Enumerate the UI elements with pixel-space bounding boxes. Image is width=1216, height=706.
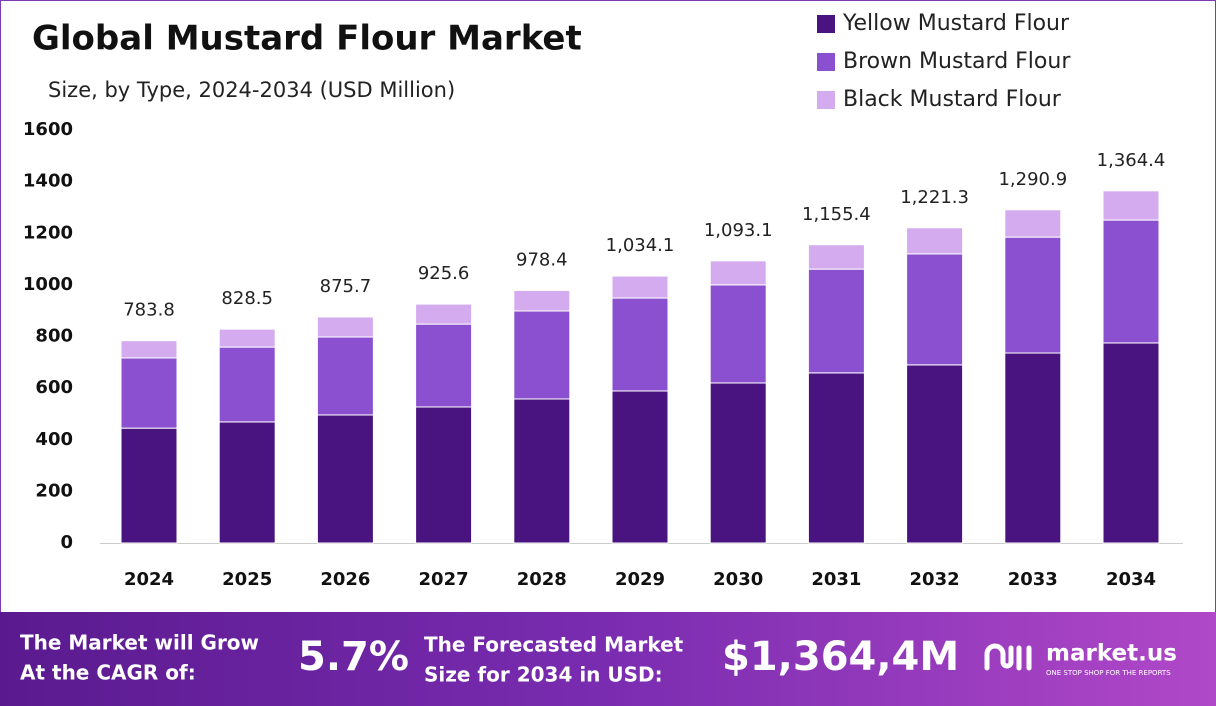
bar-segment: [120, 357, 178, 429]
x-tick-label: 2024: [124, 569, 174, 590]
bar-segment: [415, 303, 473, 325]
bar-segment: [120, 340, 178, 359]
banner-value: $1,364,4M: [722, 634, 959, 680]
brand-name: market.us: [1046, 641, 1177, 667]
bar-segment: [906, 364, 964, 544]
bar-segment: [218, 328, 276, 348]
bar-segment: [1102, 342, 1160, 544]
total-label: 1,155.4: [802, 204, 871, 225]
total-label: 875.7: [320, 276, 372, 297]
bar-segment: [415, 406, 473, 544]
banner-text: The Forecasted Market: [424, 633, 684, 657]
bar-segment: [513, 398, 571, 544]
bar-segment: [1102, 219, 1160, 344]
bar-segment: [807, 268, 865, 374]
legend-label: Black Mustard Flour: [843, 87, 1062, 112]
banner: [0, 612, 1216, 706]
x-tick-label: 2029: [615, 569, 665, 590]
bar-segment: [316, 316, 374, 338]
banner-text: Size for 2034 in USD:: [424, 663, 663, 687]
bar-segment: [513, 310, 571, 400]
bar-segment: [415, 323, 473, 408]
bar-segment: [513, 289, 571, 312]
total-label: 1,221.3: [900, 187, 969, 208]
total-label: 1,093.1: [704, 220, 773, 241]
bar-segment: [709, 284, 767, 384]
total-label: 1,290.9: [998, 169, 1067, 190]
bar-segment: [1004, 352, 1062, 544]
y-tick-label: 200: [35, 480, 73, 501]
bar-segment: [709, 382, 767, 544]
x-tick-label: 2031: [811, 569, 861, 590]
y-tick-label: 1200: [23, 222, 73, 243]
chart-title: Global Mustard Flour Market: [32, 19, 582, 59]
total-label: 1,364.4: [1097, 150, 1166, 171]
bar-segment: [611, 297, 669, 392]
y-tick-label: 600: [35, 377, 73, 398]
y-tick-label: 1000: [23, 274, 73, 295]
bar-segment: [316, 414, 374, 544]
x-tick-label: 2028: [517, 569, 567, 590]
x-tick-label: 2027: [419, 569, 469, 590]
bar-segment: [218, 346, 276, 423]
chart-subtitle: Size, by Type, 2024-2034 (USD Million): [48, 78, 455, 102]
bar-segment: [1004, 236, 1062, 354]
total-label: 828.5: [221, 288, 273, 309]
legend-swatch: [817, 91, 835, 109]
x-tick-label: 2030: [713, 569, 763, 590]
bar-segment: [807, 244, 865, 270]
bar-segment: [1004, 209, 1062, 238]
bar-segment: [906, 253, 964, 366]
bar-segment: [1102, 190, 1160, 221]
bar-segment: [316, 336, 374, 416]
brand-logo: [984, 643, 1032, 671]
y-tick-label: 800: [35, 326, 73, 347]
x-tick-label: 2033: [1008, 569, 1058, 590]
x-tick-label: 2026: [320, 569, 370, 590]
banner-text: At the CAGR of:: [20, 661, 196, 685]
y-tick-label: 1400: [23, 171, 73, 192]
legend-label: Yellow Mustard Flour: [842, 11, 1070, 36]
bar-segment: [218, 421, 276, 544]
total-label: 783.8: [123, 300, 175, 321]
brand-tagline: ONE STOP SHOP FOR THE REPORTS: [1046, 669, 1171, 677]
total-label: 925.6: [418, 263, 470, 284]
x-tick-label: 2025: [222, 569, 272, 590]
bar-segment: [807, 372, 865, 544]
y-tick-label: 400: [35, 429, 73, 450]
bar-segment: [906, 227, 964, 255]
y-tick-label: 1600: [23, 119, 73, 140]
x-tick-label: 2032: [910, 569, 960, 590]
total-label: 978.4: [516, 249, 568, 270]
total-label: 1,034.1: [606, 235, 675, 256]
y-tick-label: 0: [60, 532, 73, 553]
bar-segment: [611, 275, 669, 299]
x-tick-label: 2034: [1106, 569, 1156, 590]
legend-swatch: [817, 15, 835, 33]
bar-segment: [611, 390, 669, 544]
bar-segment: [709, 260, 767, 286]
legend-swatch: [817, 53, 835, 71]
bar-segment: [120, 427, 178, 544]
banner-text: The Market will Grow: [20, 631, 259, 655]
legend-label: Brown Mustard Flour: [843, 49, 1071, 74]
banner-value: 5.7%: [298, 634, 409, 680]
